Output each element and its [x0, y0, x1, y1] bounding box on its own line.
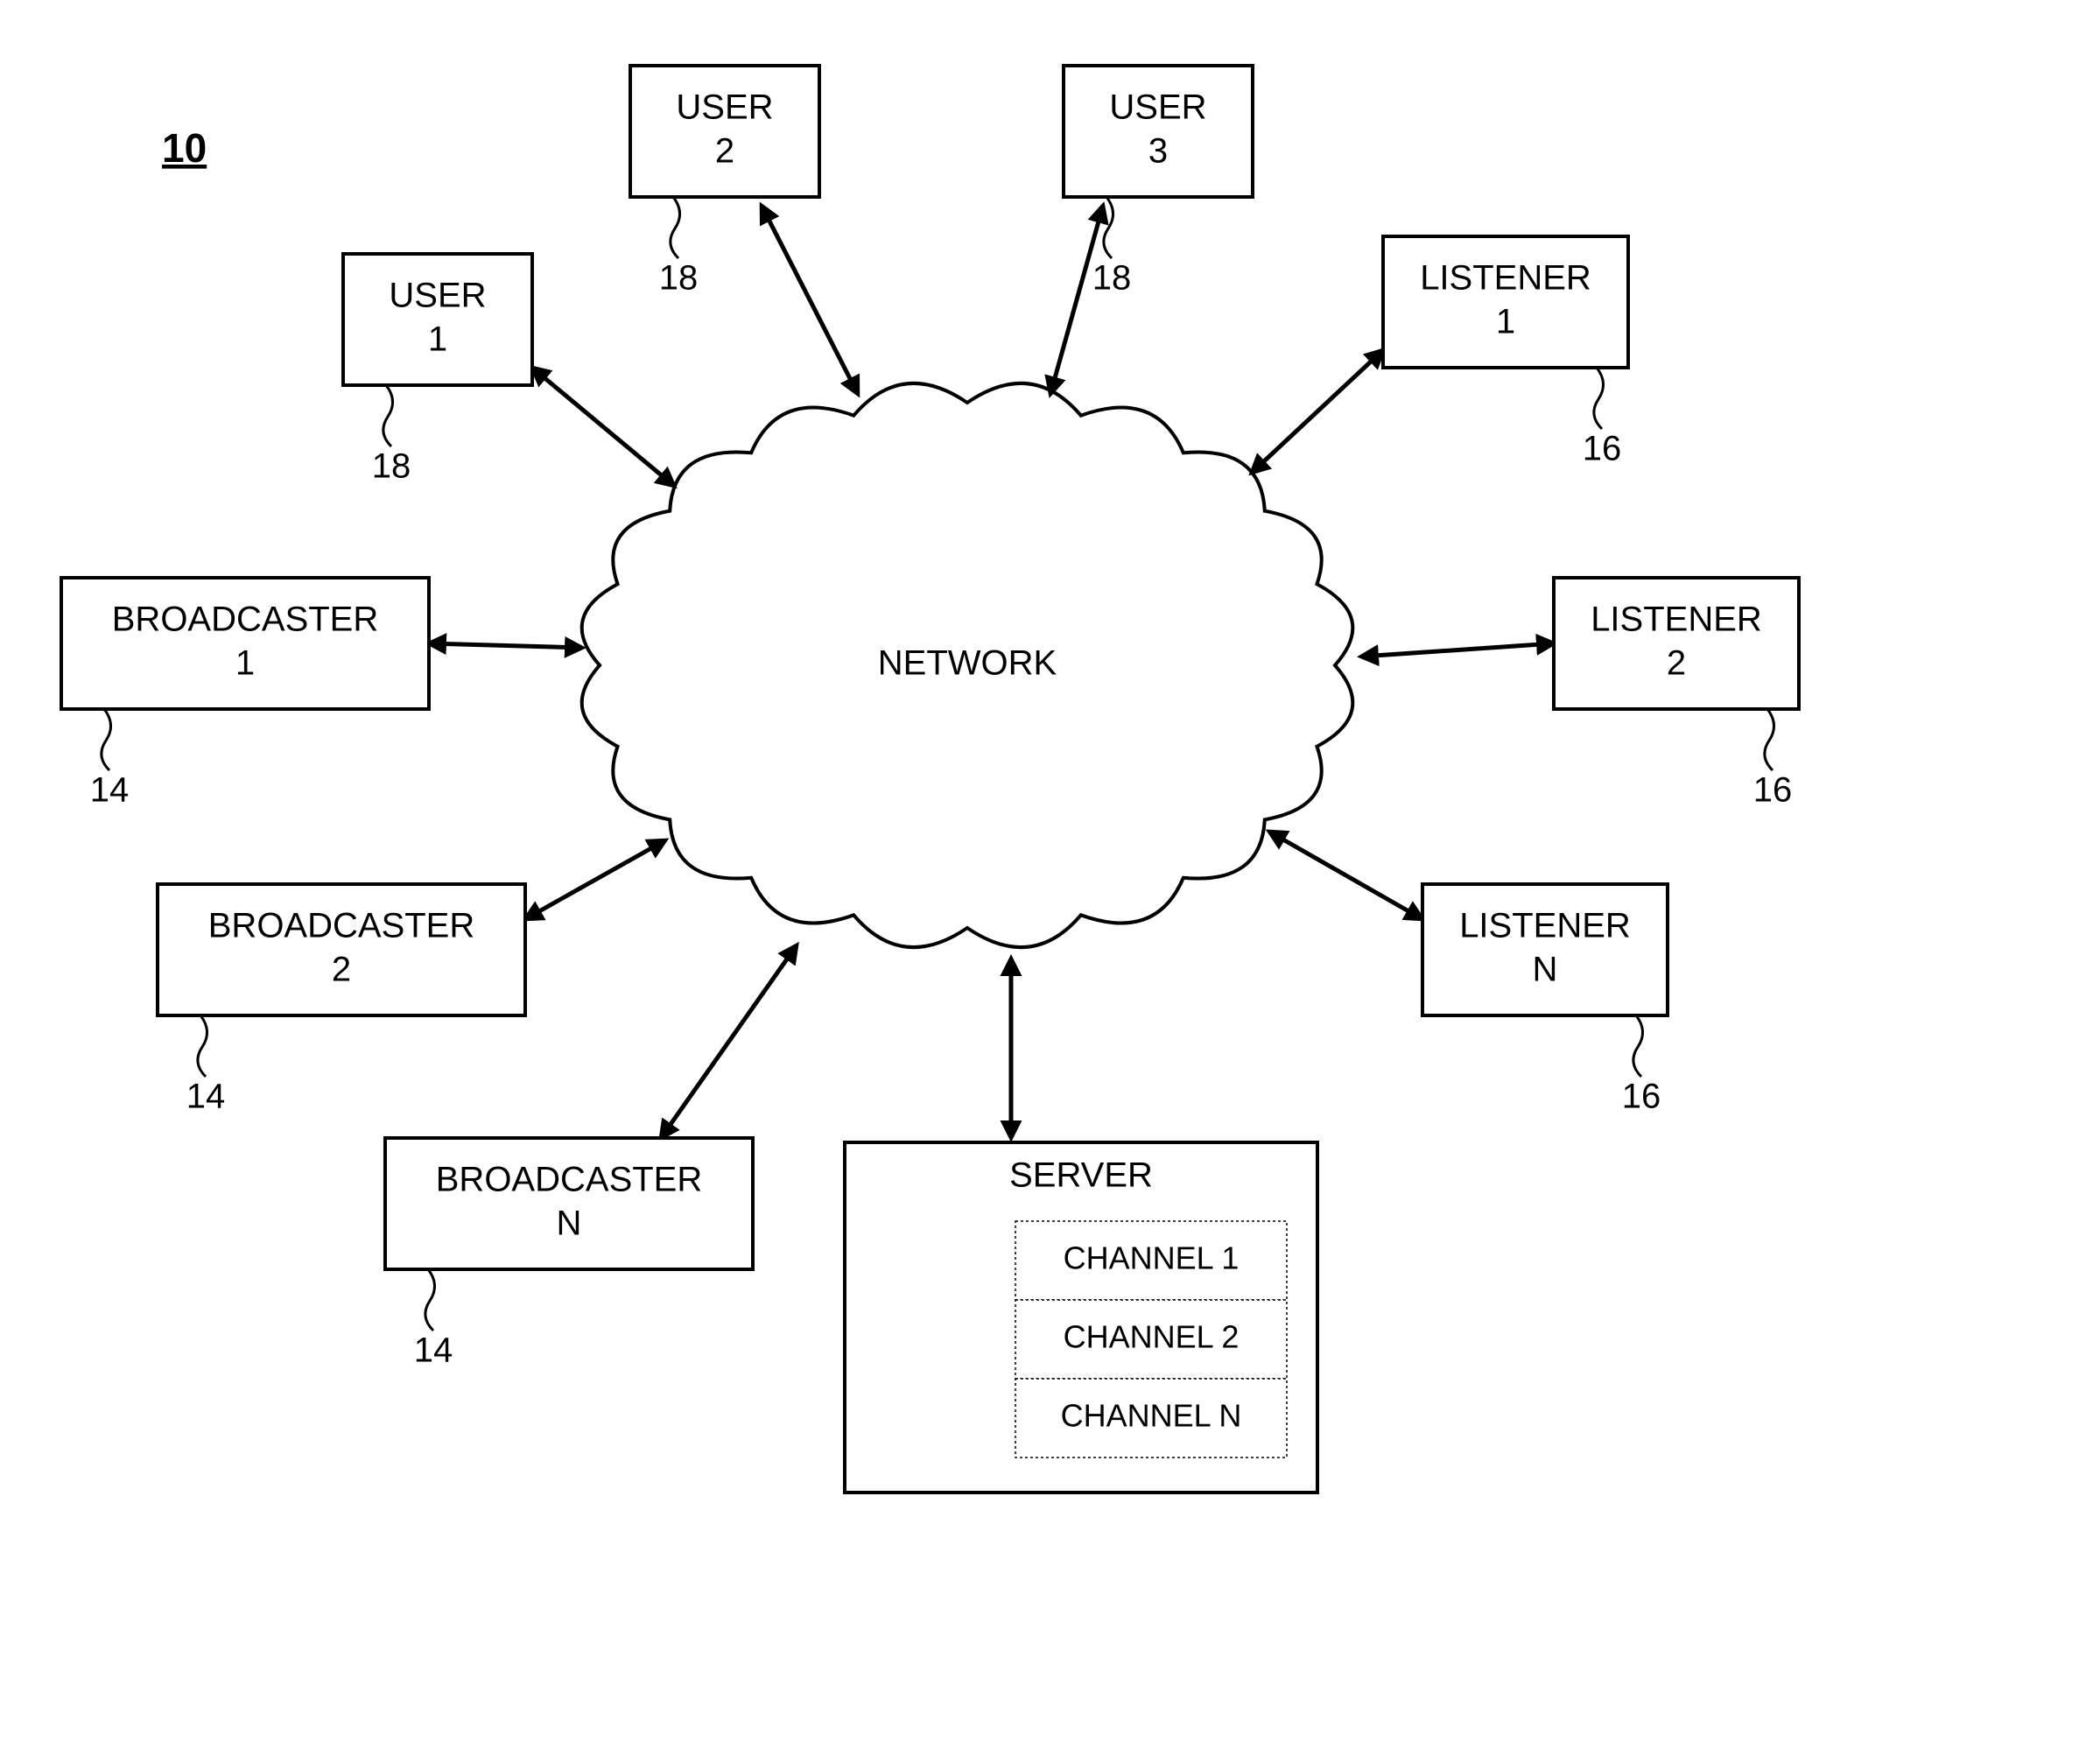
- node-broadcaster1-ref: 14: [90, 771, 130, 810]
- node-broadcasterN-label-line-1: N: [557, 1205, 582, 1243]
- edge-broadcasterN: [661, 945, 797, 1138]
- node-user2-label-line-1: 2: [715, 132, 734, 171]
- node-broadcasterN-ref: 14: [414, 1331, 453, 1370]
- node-listener2-label-line-1: 2: [1667, 644, 1686, 683]
- node-user1-label-line-1: 1: [428, 320, 447, 359]
- node-user3-lead: [1104, 197, 1113, 258]
- node-listenerN-label-line-1: N: [1533, 951, 1558, 989]
- node-broadcasterN-label-line-0: BROADCASTER: [436, 1161, 703, 1199]
- node-user3-label-line-0: USER: [1109, 88, 1206, 127]
- node-broadcaster1-label-line-0: BROADCASTER: [112, 601, 379, 639]
- node-user2-lead: [671, 197, 680, 258]
- node-listener1-label-line-0: LISTENER: [1420, 259, 1591, 298]
- node-broadcaster2-label-line-1: 2: [332, 951, 351, 989]
- node-broadcaster2-lead: [198, 1015, 207, 1077]
- edge-user1: [532, 368, 674, 486]
- node-listener1-lead: [1594, 368, 1604, 429]
- node-broadcaster2-ref: 14: [186, 1078, 226, 1116]
- server-channel-0-label: CHANNEL 1: [1064, 1240, 1240, 1276]
- node-user3-label-line-1: 3: [1148, 132, 1168, 171]
- node-user1-lead: [383, 385, 393, 446]
- edge-broadcaster2: [525, 840, 665, 919]
- edge-listenerN: [1269, 832, 1422, 919]
- node-user3-ref: 18: [1092, 259, 1132, 298]
- node-broadcasterN-lead: [425, 1269, 435, 1331]
- figure-number: 10: [162, 125, 207, 171]
- node-broadcaster2-label-line-0: BROADCASTER: [208, 907, 475, 945]
- edge-user2: [762, 206, 858, 394]
- node-listenerN-lead: [1633, 1015, 1643, 1077]
- node-user1-ref: 18: [372, 447, 411, 486]
- node-user2-ref: 18: [659, 259, 699, 298]
- node-listener1-label-line-1: 1: [1496, 303, 1515, 341]
- network-diagram: 10 NETWORK USER 1 18 USER 2 18 USER 3 18 LISTENER 1 1…: [0, 0, 2100, 1749]
- edge-listener2: [1361, 643, 1554, 657]
- node-listener2-ref: 16: [1753, 771, 1793, 810]
- node-listener2-label-line-0: LISTENER: [1591, 601, 1762, 639]
- edge-listener1: [1252, 350, 1383, 473]
- server-label: SERVER: [1009, 1156, 1153, 1195]
- node-listenerN-label-line-0: LISTENER: [1459, 907, 1631, 945]
- server-channel-1-label: CHANNEL 2: [1064, 1319, 1240, 1355]
- server-channel-2-label: CHANNEL N: [1061, 1398, 1242, 1434]
- edge-broadcaster1: [429, 643, 582, 648]
- node-listener1-ref: 16: [1583, 430, 1622, 468]
- node-user2-label-line-0: USER: [676, 88, 773, 127]
- network-label: NETWORK: [878, 644, 1057, 683]
- node-listener2-lead: [1765, 709, 1774, 770]
- node-listenerN-ref: 16: [1622, 1078, 1661, 1116]
- edge-user3: [1050, 206, 1103, 394]
- node-broadcaster1-label-line-1: 1: [235, 644, 255, 683]
- node-broadcaster1-lead: [102, 709, 111, 770]
- node-user1-label-line-0: USER: [389, 277, 486, 315]
